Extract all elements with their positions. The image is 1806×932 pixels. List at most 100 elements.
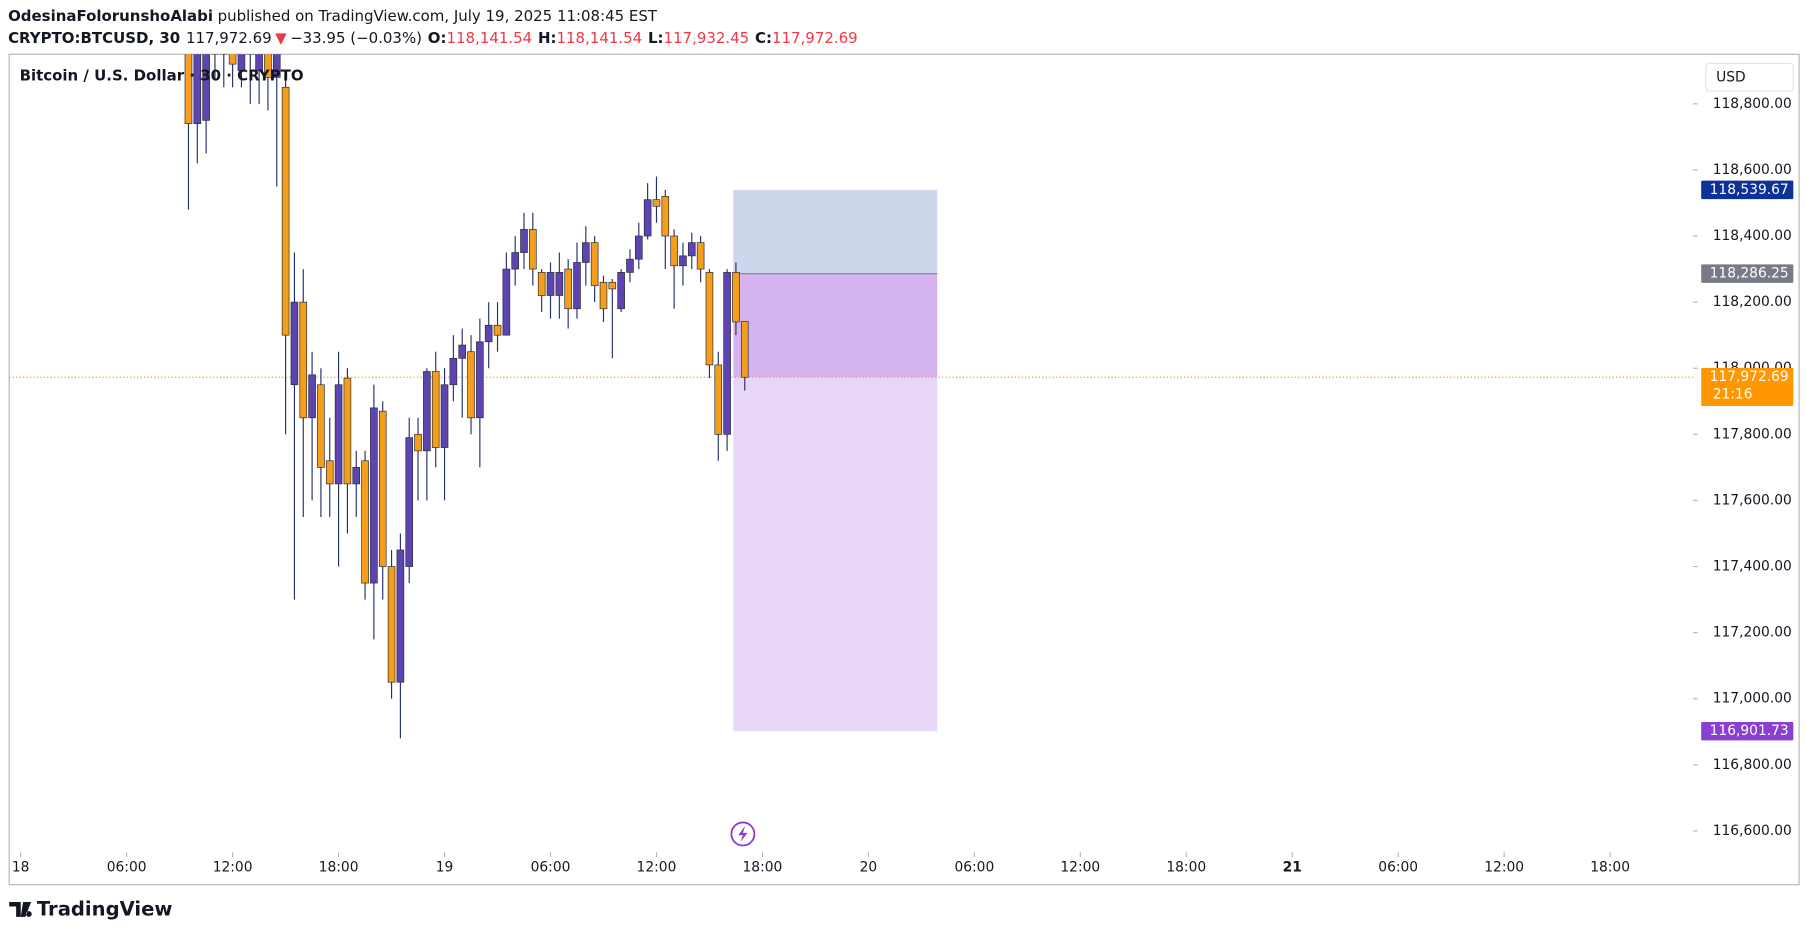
candle-body (652, 199, 661, 207)
candle-body (343, 377, 352, 485)
h: 118,141.54 (557, 29, 643, 47)
price-badge (1701, 368, 1794, 407)
ticker-line: CRYPTO:BTCUSD, 30 117,972.69 ▼ −33.95 (−0.0… (8, 29, 858, 47)
candle-body (414, 433, 422, 452)
header-line: OdesinaFolorunshoAlabi published on Tradi… (8, 7, 658, 25)
candle-body (626, 258, 634, 273)
candle-body (537, 272, 546, 296)
candle-body (555, 272, 564, 296)
candle-body (272, 54, 281, 78)
candle-body (599, 281, 608, 310)
currency-box[interactable] (1705, 62, 1794, 92)
candle-body (520, 229, 528, 253)
plot-area (9, 54, 1694, 739)
candle-body (317, 384, 325, 468)
candle-body (237, 54, 246, 72)
price-badge (1701, 722, 1794, 741)
candle-body (679, 255, 687, 267)
candle-body (264, 54, 272, 78)
x-tick-label: 12:00 (213, 859, 253, 875)
candle-body (714, 364, 723, 435)
candle-body (670, 235, 678, 267)
symbol: CRYPTO:BTCUSD, 30 (8, 29, 180, 47)
open-zone (733, 273, 938, 378)
candle-body (617, 272, 625, 310)
lightning-icon[interactable] (730, 821, 756, 847)
candle-body (308, 374, 316, 419)
price-badge-label: 118,539.67 (1710, 182, 1789, 198)
candle-body (705, 272, 714, 366)
candle-body (299, 301, 308, 419)
x-tick-label: 12:00 (1484, 859, 1524, 875)
x-tick-label: 18:00 (1166, 859, 1206, 875)
candle-body (696, 242, 705, 270)
candle-body (484, 324, 493, 343)
candle-body (723, 272, 731, 435)
h-label: H: (538, 29, 557, 47)
x-tick-label: 21 (1283, 859, 1302, 875)
y-tick-label: 118,600.00 (1713, 162, 1792, 178)
candle-body (423, 371, 431, 452)
stop-zone (733, 189, 938, 274)
candle-body (202, 54, 210, 121)
candle-body (582, 242, 590, 263)
candle-body (184, 54, 193, 124)
author: OdesinaFolorunshoAlabi (8, 7, 213, 25)
candle-body (431, 371, 440, 448)
logo-text: TradingView (37, 898, 173, 921)
candle-body (529, 229, 537, 270)
y-tick-label: 118,800.00 (1713, 96, 1792, 112)
candle-body (493, 324, 502, 336)
candle-body (405, 437, 414, 567)
x-tick-label: 18:00 (319, 859, 359, 875)
x-tick-label: 06:00 (1378, 859, 1418, 875)
candle-body (387, 566, 396, 683)
candle-body (740, 321, 749, 378)
price-badge-label: 117,972.69 (1710, 369, 1789, 385)
candle-body (361, 460, 369, 584)
currency: USD (1716, 69, 1746, 85)
candle-body (440, 384, 449, 448)
x-tick-label: 18 (12, 859, 30, 875)
x-tick-label: 19 (436, 859, 454, 875)
change: −33.95 (−0.03%) (290, 29, 422, 47)
candle-body (255, 54, 263, 72)
chart-title: Bitcoin / U.S. Dollar · 30 · CRYPTO (20, 67, 304, 85)
published: published on TradingView.com, July 19, 2… (218, 7, 658, 25)
x-tick-label: 06:00 (107, 859, 147, 875)
candle-body (732, 272, 740, 323)
y-tick-label: 117,800.00 (1713, 426, 1792, 442)
x-tick-label: 12:00 (637, 859, 677, 875)
candle-body (511, 252, 519, 270)
countdown: 21:16 (1713, 387, 1753, 403)
candle-body (502, 268, 511, 336)
price-badge-label: 116,901.73 (1710, 723, 1789, 739)
x-tick-label: 18:00 (1590, 859, 1630, 875)
x-tick-label: 06:00 (531, 859, 571, 875)
target-zone (733, 377, 938, 732)
candle-body (608, 281, 617, 290)
y-tick-label: 116,600.00 (1713, 823, 1792, 839)
y-tick-label: 117,600.00 (1713, 492, 1792, 508)
candle-body (643, 199, 652, 237)
arrow: ▼ (275, 29, 287, 47)
candle-body (476, 341, 484, 419)
x-tick-label: 12:00 (1060, 859, 1100, 875)
candle-body (334, 384, 343, 485)
candle-body (352, 467, 361, 485)
candle-body (467, 351, 475, 419)
y-tick-label: 118,400.00 (1713, 228, 1792, 244)
x-tick-label: 20 (860, 859, 878, 875)
chart-frame (8, 53, 1800, 886)
o: 118,141.54 (447, 29, 533, 47)
candle-body (325, 460, 334, 485)
c: 117,972.69 (772, 29, 858, 47)
candle-body (661, 196, 670, 237)
price-badge-label: 118,286.25 (1710, 266, 1789, 282)
candle-body (546, 272, 555, 296)
candle-body (635, 235, 643, 260)
candle-body (193, 54, 202, 124)
candle-body (370, 407, 378, 584)
x-tick-label: 06:00 (954, 859, 994, 875)
